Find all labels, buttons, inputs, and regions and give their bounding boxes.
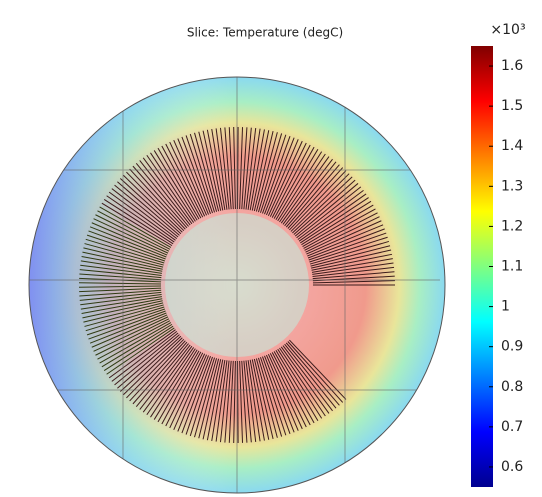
colorbar-tick-label: 1 <box>501 299 510 315</box>
coil-turn <box>238 361 239 443</box>
temperature-field <box>20 60 445 497</box>
colorbar-tick-label: 1.4 <box>501 138 523 154</box>
chart: Slice: Temperature (degC) ×10³ 0.6 0.7 0.8… <box>0 0 542 497</box>
chart-title: Slice: Temperature (degC) <box>187 26 343 40</box>
colorbar-tick-label: 0.9 <box>501 339 523 355</box>
page: {"chart_data": {"type": "colormap", "tit… <box>0 0 542 497</box>
colorbar-tick-label: 0.7 <box>501 419 523 435</box>
colorbar-tick-label: 1.3 <box>501 178 523 194</box>
colorbar-tick-label: 1.1 <box>501 259 523 275</box>
colorbar-tick-label: 0.6 <box>501 459 523 475</box>
colorbar-tick-label: 1.2 <box>501 218 523 234</box>
colorbar: ×10³ 0.6 0.7 0.8 0.9 1 1.1 1.2 1.3 1.4 1.5 1.6 <box>471 22 526 487</box>
colorbar-multiplier: ×10³ <box>490 22 525 38</box>
colorbar-tick-label: 0.8 <box>501 379 523 395</box>
colorbar-tick-label: 1.5 <box>501 98 523 114</box>
colorbar-tick-label: 1.6 <box>501 58 523 74</box>
coil-turn <box>238 127 239 209</box>
